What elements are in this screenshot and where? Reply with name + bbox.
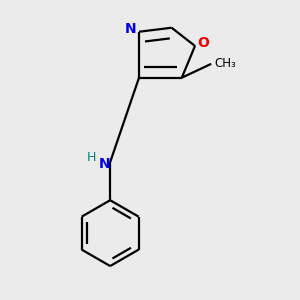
Text: N: N: [124, 22, 136, 36]
Text: CH₃: CH₃: [215, 57, 236, 70]
Text: O: O: [198, 36, 210, 50]
Text: N: N: [99, 157, 111, 171]
Text: H: H: [86, 152, 96, 164]
